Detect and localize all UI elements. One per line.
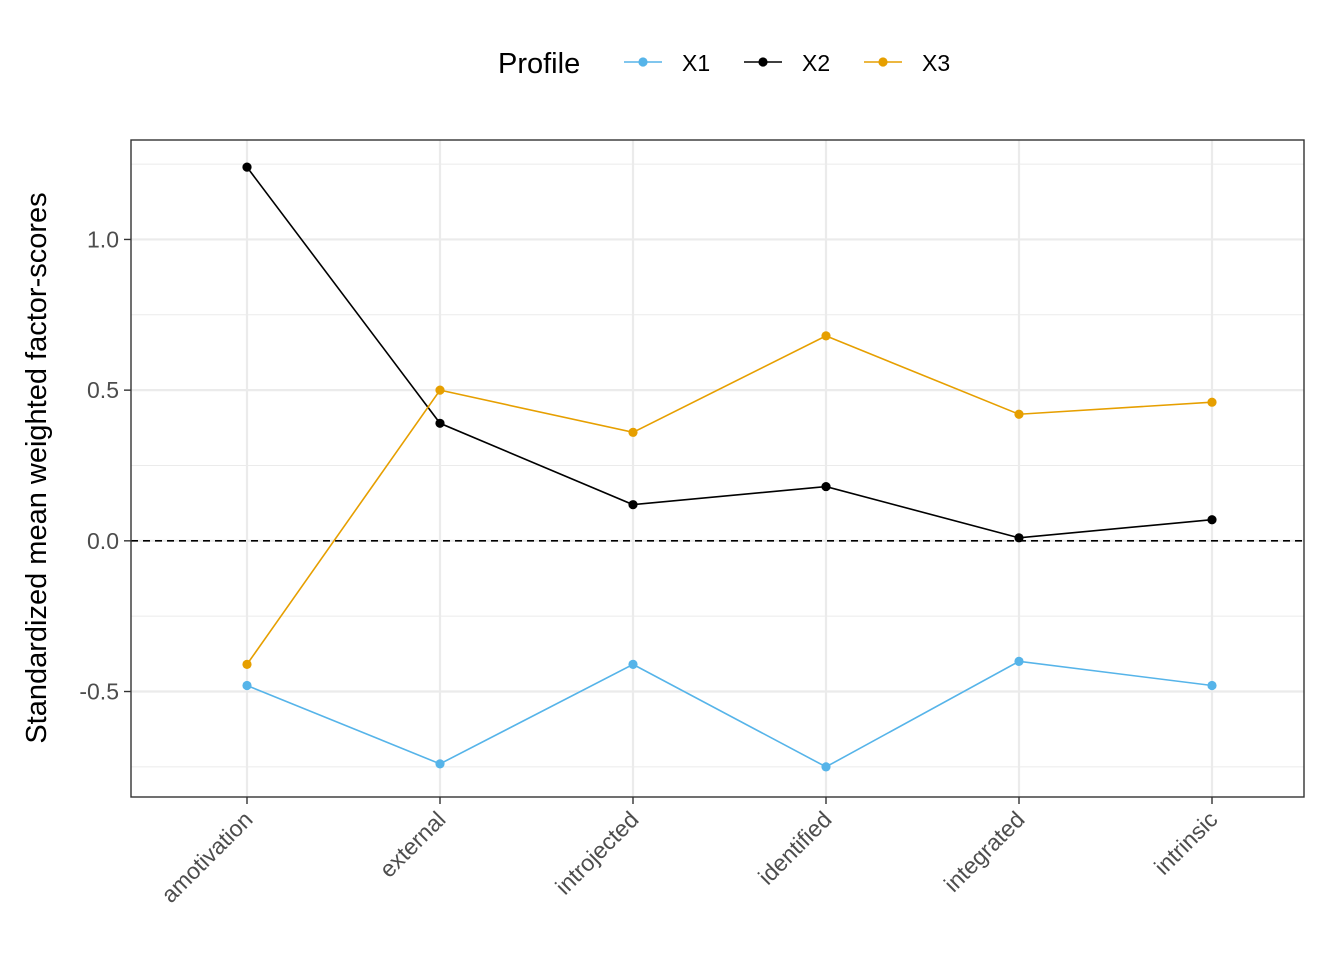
data-point-X2-intrinsic [1207, 515, 1217, 525]
data-point-X2-identified [821, 481, 831, 492]
data-point-X3-external [435, 385, 445, 395]
legend-key-point-X2 [758, 57, 768, 67]
y-axis-title: Standardized mean weighted factor-scores [21, 192, 53, 743]
y-tick-label: 0.0 [87, 528, 119, 554]
legend-label-X1: X1 [682, 50, 710, 76]
y-tick-label: 1.0 [87, 226, 119, 252]
plot-panel [130, 139, 1305, 798]
legend-label-X3: X3 [922, 50, 950, 76]
data-point-X1-external [435, 759, 445, 769]
series-points [242, 162, 1217, 772]
y-axis: -0.5 0.0 0.5 1.0 [79, 226, 131, 705]
data-point-X3-amotivation [242, 659, 252, 669]
panel-border [130, 139, 1305, 798]
data-point-X1-amotivation [242, 680, 252, 691]
legend-label-X2: X2 [802, 50, 830, 76]
data-point-X1-intrinsic [1207, 680, 1217, 691]
data-point-X1-integrated [1014, 656, 1024, 666]
series-line-X2 [246, 166, 1213, 539]
data-point-X2-introjected [628, 500, 638, 510]
legend-title: Profile [498, 48, 580, 80]
legend-key-point-X3 [878, 57, 888, 67]
y-tick-label: -0.5 [79, 679, 119, 705]
data-point-X1-introjected [628, 659, 638, 669]
data-point-X3-integrated [1014, 409, 1024, 419]
data-point-X2-external [435, 418, 445, 428]
legend: Profile X1 X2 X3 [498, 48, 950, 80]
data-point-X3-intrinsic [1207, 397, 1217, 407]
data-point-X3-identified [821, 331, 831, 341]
data-point-X2-integrated [1014, 533, 1024, 543]
y-tick-label: 0.5 [87, 377, 119, 403]
minor-gridlines [131, 163, 1304, 768]
data-point-X2-amotivation [242, 162, 252, 172]
series-line-X1 [246, 660, 1213, 768]
legend-key-point-X1 [638, 57, 648, 67]
series-lines [246, 166, 1213, 768]
data-point-X3-introjected [628, 427, 638, 437]
series-line-X3 [246, 335, 1213, 665]
data-point-X1-identified [821, 762, 831, 772]
